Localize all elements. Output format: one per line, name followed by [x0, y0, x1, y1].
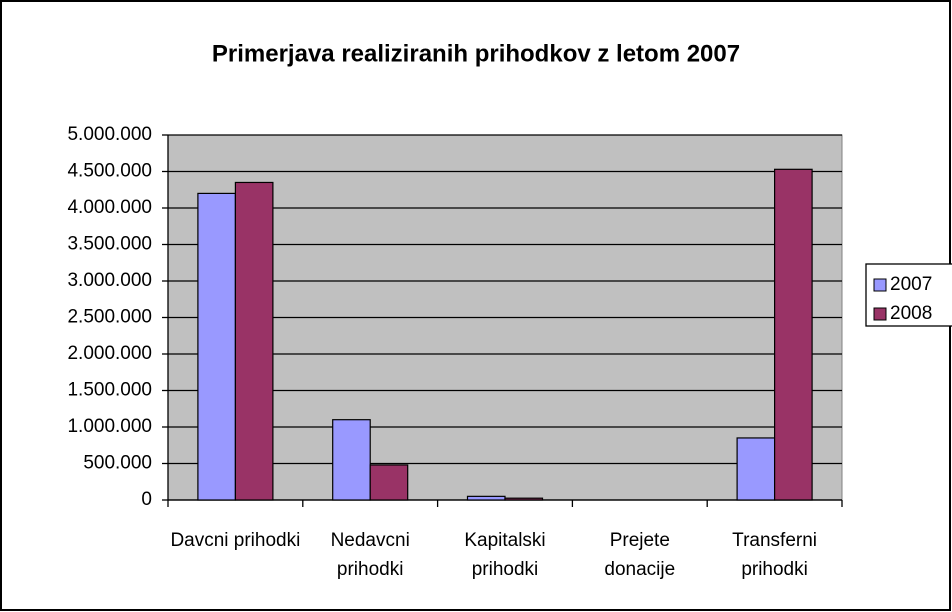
chart-title: Primerjava realiziranih prihodkov z leto… — [212, 40, 740, 67]
y-tick-label: 4.500.000 — [67, 161, 152, 182]
y-tick-label: 1.500.000 — [67, 380, 152, 401]
legend-label: 2008 — [890, 303, 932, 324]
y-tick-label: 3.000.000 — [67, 270, 152, 291]
y-tick-label: 0 — [141, 489, 152, 510]
x-tick-label: Transferni prihodki — [732, 530, 817, 580]
y-tick-label: 5.000.000 — [67, 124, 152, 145]
legend-swatch — [873, 278, 887, 292]
bar — [736, 437, 776, 501]
y-tick-label: 1.000.000 — [67, 416, 152, 437]
legend-swatch — [873, 307, 887, 321]
bar — [466, 495, 506, 501]
bar — [197, 192, 236, 501]
bar — [773, 168, 813, 501]
y-tick-label: 3.500.000 — [67, 234, 152, 255]
legend-label: 2007 — [890, 274, 932, 295]
y-tick-label: 4.000.000 — [67, 197, 152, 218]
bar — [332, 419, 371, 501]
y-tick-label: 2.000.000 — [67, 343, 152, 364]
y-tick-label: 500.000 — [83, 453, 152, 474]
x-tick-label: Davcni prihodki — [170, 530, 301, 551]
bar — [234, 181, 274, 501]
bar — [504, 497, 544, 501]
x-tick-label: Kapitalski prihodki — [464, 530, 546, 580]
x-tick-label: Prejete donacije — [604, 530, 676, 580]
x-tick-label: Nedavcni prihodki — [330, 530, 410, 580]
y-tick-label: 2.500.000 — [67, 307, 152, 328]
bar — [369, 464, 409, 501]
